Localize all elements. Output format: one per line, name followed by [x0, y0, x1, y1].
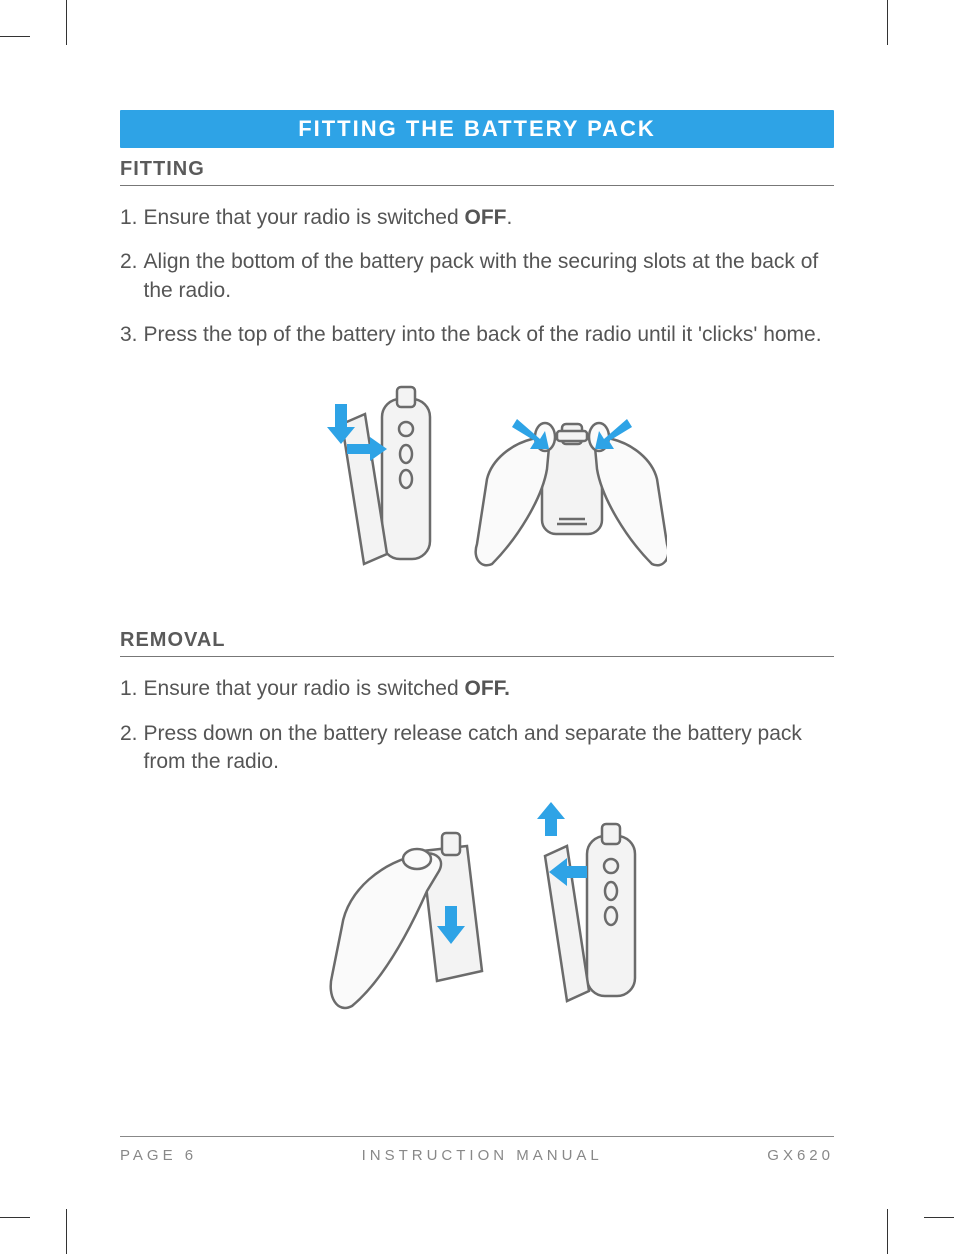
footer-center: INSTRUCTION MANUAL: [362, 1147, 603, 1164]
page-footer: PAGE 6 INSTRUCTION MANUAL GX620: [120, 1136, 834, 1164]
step-number: 2.: [120, 248, 138, 305]
crop-mark: [924, 1217, 954, 1218]
list-item: 2. Align the bottom of the battery pack …: [120, 248, 834, 305]
crop-mark: [66, 1209, 67, 1254]
step-text: Ensure that your radio is switched OFF.: [144, 204, 834, 232]
section-heading-removal: REMOVAL: [120, 629, 834, 657]
step-text: Align the bottom of the battery pack wit…: [144, 248, 834, 305]
step-number: 3.: [120, 321, 138, 349]
step-text: Press down on the battery release catch …: [144, 720, 834, 777]
list-item: 1. Ensure that your radio is switched OF…: [120, 675, 834, 703]
step-text: Press the top of the battery into the ba…: [144, 321, 834, 349]
crop-mark: [887, 1209, 888, 1254]
list-item: 2. Press down on the battery release cat…: [120, 720, 834, 777]
step-number: 1.: [120, 204, 138, 232]
figure-fitting: [120, 369, 834, 589]
list-item: 3. Press the top of the battery into the…: [120, 321, 834, 349]
page-banner: FITTING THE BATTERY PACK: [120, 110, 834, 148]
step-number: 2.: [120, 720, 138, 777]
figure-removal: [120, 796, 834, 1026]
fitting-illustration-icon: [287, 369, 667, 589]
crop-mark: [0, 1217, 30, 1218]
crop-mark: [887, 0, 888, 45]
removal-steps: 1. Ensure that your radio is switched OF…: [120, 675, 834, 776]
footer-page: PAGE 6: [120, 1147, 197, 1164]
section-heading-fitting: FITTING: [120, 158, 834, 186]
removal-illustration-icon: [287, 796, 667, 1026]
footer-model: GX620: [767, 1147, 834, 1164]
fitting-steps: 1. Ensure that your radio is switched OF…: [120, 204, 834, 349]
crop-mark: [0, 36, 30, 37]
list-item: 1. Ensure that your radio is switched OF…: [120, 204, 834, 232]
step-number: 1.: [120, 675, 138, 703]
crop-mark: [66, 0, 67, 45]
page-content: FITTING THE BATTERY PACK FITTING 1. Ensu…: [120, 110, 834, 1164]
step-text: Ensure that your radio is switched OFF.: [144, 675, 834, 703]
